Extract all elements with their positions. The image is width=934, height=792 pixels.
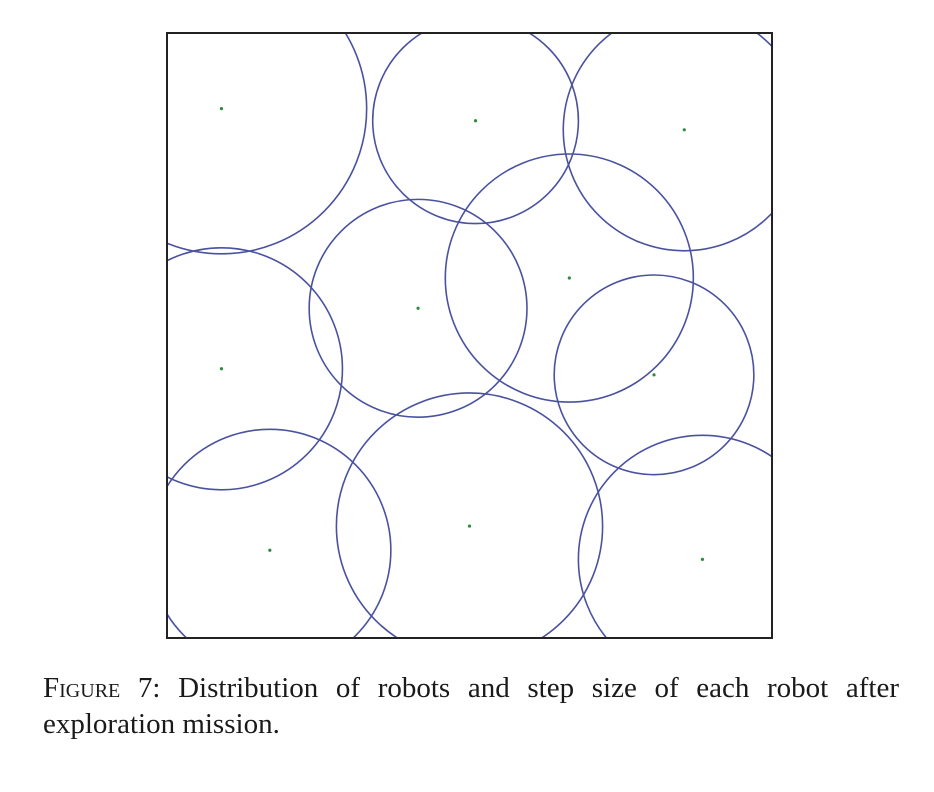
robot-point-10 (700, 557, 705, 561)
step-size-circle-9 (335, 392, 604, 638)
step-size-circles (167, 33, 772, 638)
caption-text: Distribution of robots and step size of … (43, 672, 899, 740)
step-size-circle-2 (371, 33, 580, 225)
robot-point-1 (219, 107, 224, 111)
robot-point-6 (219, 367, 224, 371)
step-size-circle-7 (553, 274, 755, 476)
step-size-circle-8 (167, 428, 392, 638)
robot-point-8 (268, 548, 272, 552)
robot-points (219, 107, 705, 561)
robot-point-9 (467, 524, 472, 528)
plot-frame (166, 32, 773, 639)
step-size-circle-6 (167, 247, 344, 491)
robot-point-4 (567, 276, 571, 280)
robot-point-2 (473, 119, 478, 123)
step-size-circle-1 (167, 33, 368, 255)
robot-point-5 (416, 306, 420, 310)
robot-distribution-figure (166, 32, 773, 639)
figure-label: igure 7: (59, 672, 161, 704)
robot-point-3 (682, 128, 686, 132)
step-size-circle-10 (577, 434, 772, 638)
robot-point-7 (652, 373, 656, 377)
step-size-circle-4 (444, 153, 695, 403)
figure-label-initial: F (43, 672, 60, 704)
figure-caption: Figure 7: Distribution of robots and ste… (43, 670, 899, 742)
step-size-circle-5 (308, 198, 528, 418)
step-size-circle-3 (562, 33, 772, 252)
